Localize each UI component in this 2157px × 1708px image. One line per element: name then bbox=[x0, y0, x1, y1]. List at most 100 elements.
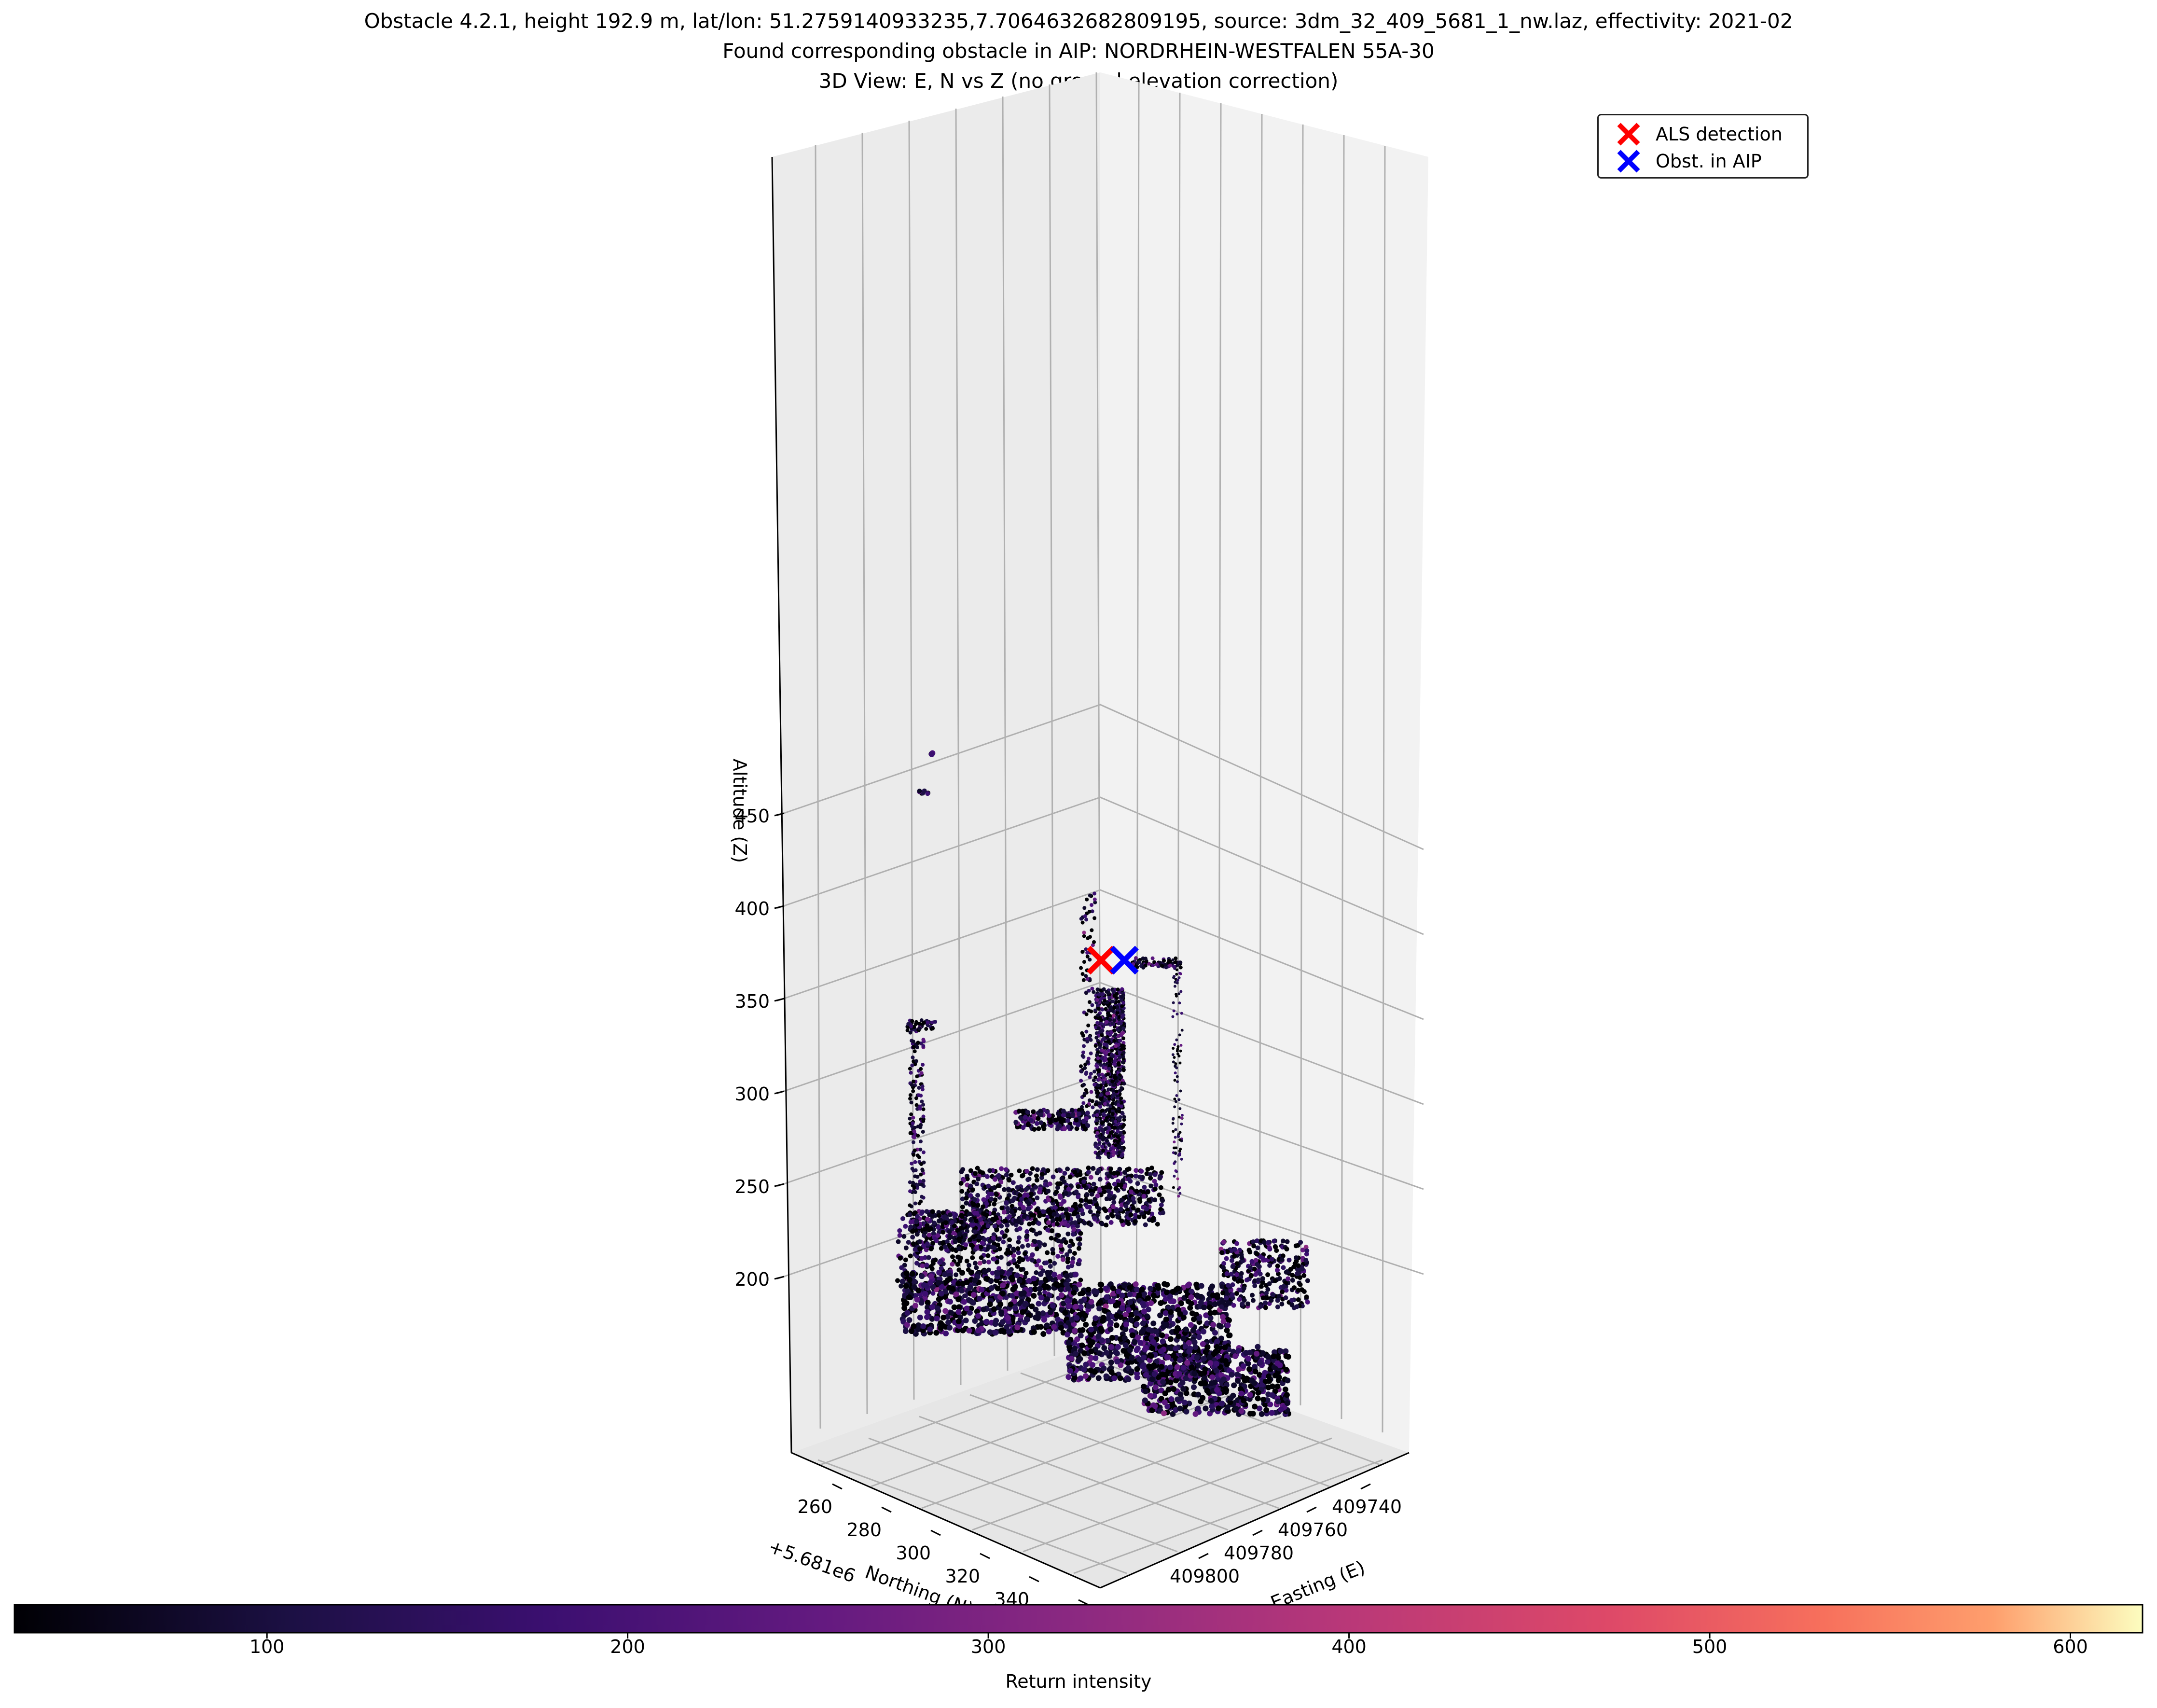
cloud-point bbox=[1224, 1404, 1231, 1410]
cloud-point bbox=[950, 1254, 955, 1259]
cloud-point bbox=[1142, 1184, 1147, 1190]
cloud-point bbox=[919, 1123, 923, 1127]
cloud-point bbox=[1094, 1036, 1099, 1040]
cloud-point bbox=[1147, 1197, 1152, 1203]
cloud-point bbox=[1044, 1296, 1051, 1303]
cloud-point bbox=[1222, 1386, 1229, 1392]
cloud-point bbox=[1078, 1333, 1084, 1339]
cloud-point bbox=[919, 1172, 923, 1177]
cloud-point bbox=[1020, 1309, 1026, 1315]
cloud-point bbox=[1008, 1250, 1013, 1256]
cloud-point bbox=[1009, 1315, 1016, 1321]
cloud-point bbox=[1214, 1339, 1220, 1345]
cloud-point bbox=[1079, 1290, 1086, 1296]
cloud-point bbox=[1305, 1300, 1310, 1305]
cloud-point bbox=[1198, 1283, 1204, 1289]
cloud-point bbox=[929, 1304, 935, 1310]
cloud-point bbox=[1044, 1260, 1049, 1265]
cloud-point bbox=[1079, 966, 1083, 970]
cloud-point bbox=[1084, 991, 1089, 995]
cloud-point bbox=[1116, 1100, 1120, 1104]
cloud-point bbox=[1180, 1364, 1187, 1371]
cloud-point bbox=[1103, 1349, 1109, 1356]
cloud-point bbox=[1207, 1354, 1213, 1361]
cloud-point bbox=[1206, 1304, 1213, 1310]
cloud-point bbox=[1081, 1350, 1088, 1356]
cloud-point bbox=[1246, 1366, 1253, 1373]
cloud-point bbox=[917, 1085, 921, 1090]
cloud-point bbox=[1041, 1167, 1046, 1172]
cloud-point bbox=[1240, 1301, 1245, 1306]
cloud-point bbox=[1175, 1285, 1181, 1291]
cloud-point bbox=[921, 1130, 925, 1134]
cloud-point bbox=[1116, 1103, 1120, 1107]
cloud-point bbox=[1180, 1122, 1183, 1125]
cloud-point bbox=[1035, 1311, 1041, 1317]
cloud-point bbox=[1098, 1016, 1102, 1020]
cloud-point bbox=[1188, 1322, 1194, 1328]
cloud-point bbox=[910, 1166, 914, 1171]
cloud-point bbox=[1081, 1101, 1086, 1105]
cloud-point bbox=[1055, 1181, 1060, 1186]
cloud-point bbox=[1279, 1257, 1285, 1262]
cloud-point bbox=[1097, 1299, 1103, 1305]
cloud-point bbox=[897, 1228, 902, 1233]
cloud-point bbox=[1158, 1363, 1164, 1370]
cloud-point bbox=[1120, 1305, 1126, 1311]
cloud-point bbox=[989, 1244, 995, 1250]
cloud-point bbox=[911, 1055, 915, 1060]
cloud-point bbox=[1263, 1407, 1270, 1413]
cloud-point bbox=[1065, 1214, 1070, 1219]
cloud-point bbox=[1125, 1307, 1132, 1313]
cloud-point bbox=[1168, 1336, 1174, 1342]
cloud-point bbox=[1180, 1012, 1183, 1015]
cloud-point bbox=[943, 1330, 949, 1336]
cloud-point bbox=[1097, 1077, 1102, 1081]
cloud-point bbox=[1252, 1283, 1258, 1289]
cloud-point bbox=[974, 1181, 980, 1186]
cloud-point bbox=[1134, 1168, 1139, 1173]
cloud-point bbox=[1093, 900, 1097, 904]
cloud-point bbox=[972, 1210, 978, 1216]
cloud-point bbox=[1081, 1366, 1087, 1373]
cloud-point bbox=[1052, 1261, 1057, 1266]
cloud-point bbox=[1115, 996, 1119, 1000]
cloud-point bbox=[974, 1265, 979, 1270]
cloud-point bbox=[1224, 1295, 1229, 1301]
cloud-point bbox=[903, 1245, 909, 1250]
cloud-point bbox=[1085, 1111, 1090, 1116]
cloud-point bbox=[1179, 1380, 1186, 1386]
cloud-point bbox=[1293, 1243, 1299, 1249]
cloud-point bbox=[1033, 1184, 1038, 1190]
cloud-point bbox=[1017, 1226, 1023, 1231]
cloud-point bbox=[1134, 1346, 1141, 1352]
cloud-point bbox=[1111, 1200, 1117, 1205]
cloud-point bbox=[1034, 1208, 1039, 1213]
cloud-point bbox=[1186, 1348, 1192, 1355]
cloud-point bbox=[1104, 1083, 1108, 1087]
cloud-point bbox=[1269, 1298, 1274, 1303]
cloud-point bbox=[1086, 1023, 1091, 1028]
cloud-point bbox=[1119, 1182, 1124, 1188]
cloud-point bbox=[1067, 1249, 1073, 1254]
cloud-point bbox=[950, 1262, 955, 1267]
cloud-point bbox=[1175, 1094, 1178, 1097]
cloud-point bbox=[920, 1167, 925, 1172]
cloud-point bbox=[1106, 1031, 1110, 1036]
cloud-point bbox=[1133, 1281, 1139, 1287]
cloud-point bbox=[1090, 903, 1094, 907]
cloud-point bbox=[1020, 1244, 1025, 1249]
cloud-point bbox=[1232, 1247, 1237, 1252]
cloud-point bbox=[1070, 1260, 1075, 1265]
cloud-point bbox=[1134, 1374, 1140, 1380]
cloud-point bbox=[1050, 1218, 1055, 1223]
cloud-point bbox=[908, 1067, 912, 1071]
cloud-point bbox=[1008, 1301, 1014, 1307]
cloud-point bbox=[1025, 1177, 1031, 1182]
cloud-point bbox=[1036, 1126, 1041, 1131]
cloud-point bbox=[1071, 1232, 1076, 1237]
cloud-point bbox=[1150, 1218, 1155, 1223]
cloud-point bbox=[1214, 1361, 1220, 1367]
cloud-point bbox=[1283, 1295, 1288, 1301]
cloud-point bbox=[1134, 1366, 1140, 1372]
